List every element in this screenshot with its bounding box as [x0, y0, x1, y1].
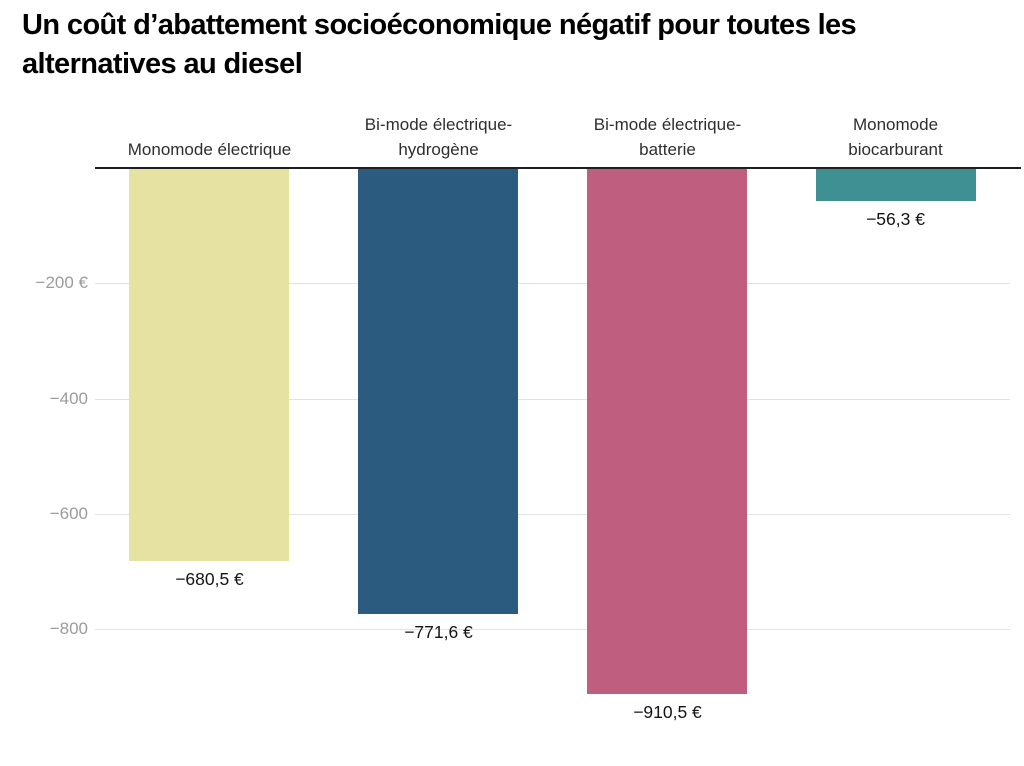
value-label-bi-mode-electrique-hydrogene: −771,6 €	[404, 622, 473, 642]
bar-bi-mode-electrique-batterie	[587, 169, 747, 694]
category-label-monomode-electrique: Monomode électrique	[95, 103, 324, 162]
zero-baseline	[95, 167, 1021, 169]
category-label-line: Bi-mode électrique-	[364, 115, 513, 134]
y-axis-tick-label: −600	[49, 504, 88, 523]
category-label-monomode-biocarburant: Monomode biocarburant	[781, 103, 1010, 162]
gridline	[95, 399, 1010, 400]
gridline	[95, 514, 1010, 515]
bar-monomode-biocarburant	[816, 169, 976, 201]
y-axis-tick-label: −200 €	[35, 273, 88, 292]
bar-bi-mode-electrique-hydrogene	[358, 169, 518, 614]
category-label-line: biocarburant	[848, 140, 943, 159]
chart-title: Un coût d’abattement socioéconomique nég…	[22, 9, 857, 80]
category-label-line: hydrogène	[398, 140, 479, 159]
y-axis-tick-label: −800	[49, 619, 88, 638]
y-axis-tick-label: −400	[49, 389, 88, 408]
category-label-line: Monomode	[852, 115, 939, 134]
category-label-line: Bi-mode électrique-	[593, 115, 742, 134]
category-label-line: Monomode électrique	[127, 140, 292, 159]
value-label-monomode-biocarburant: −56,3 €	[866, 209, 925, 229]
category-label-line: batterie	[639, 140, 696, 159]
gridline	[95, 629, 1010, 630]
value-label-bi-mode-electrique-batterie: −910,5 €	[633, 702, 702, 722]
gridline	[95, 283, 1010, 284]
category-label-bi-mode-electrique-hydrogene: Bi-mode électrique-hydrogène	[324, 103, 553, 162]
value-label-monomode-electrique: −680,5 €	[175, 569, 244, 589]
bar-monomode-electrique	[129, 169, 289, 561]
category-label-bi-mode-electrique-batterie: Bi-mode électrique-batterie	[553, 103, 782, 162]
